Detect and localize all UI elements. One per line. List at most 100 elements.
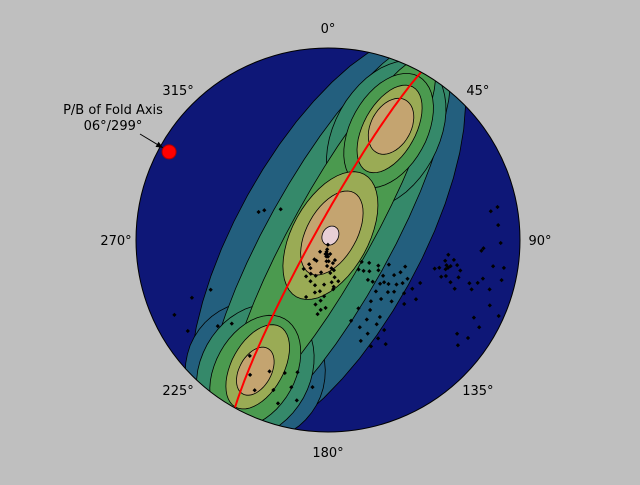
pole-point [329,280,334,285]
pole-point [267,369,272,374]
pole-point [365,331,370,336]
pole-point [318,298,323,303]
pole-point [356,267,361,272]
pole-point [317,289,323,294]
pole-point [336,279,341,284]
pole-point [386,262,392,267]
annotation-line-2: 06°/299° [84,119,143,134]
azimuth-label: 225° [162,384,193,399]
pole-point [256,209,261,215]
pole-point [443,258,448,263]
pole-point [455,343,461,348]
pole-point [325,242,331,247]
contour-lobe [321,225,340,246]
girdle-layer [233,71,422,409]
pole-point [374,322,379,327]
pole-point [317,249,323,254]
pole-point [367,260,372,266]
pole-point [172,312,177,318]
pole-point [389,299,394,304]
pole-point [185,328,190,334]
pole-point [451,257,457,263]
pole-point [189,295,195,300]
pole-point [358,338,363,344]
pole-point [323,251,328,257]
pole-point [455,262,460,268]
pole-point [469,287,474,292]
pole-point [443,273,449,279]
pole-point [401,291,407,296]
pole-point [303,274,309,279]
pole-point [378,296,384,302]
contour-level-5 [236,97,415,396]
pole-point [321,282,327,287]
pole-point [306,262,312,267]
pole-point [380,273,386,278]
pole-point [375,336,381,341]
pole-point [479,248,484,253]
pole-point [323,305,328,311]
pole-points [172,204,507,406]
pole-point [501,265,507,271]
pole-point [402,301,407,307]
pole-point [315,311,320,317]
annotation-line-1: P/B of Fold Axis [63,103,163,118]
pole-point [443,267,448,272]
azimuth-label: 0° [321,22,336,37]
pole-point [400,280,405,286]
pole-point [332,257,338,263]
pole-point [418,280,423,286]
pole-point [215,323,220,329]
azimuth-labels: 0° 45° 90° 135° 180° 225° 270° 315° [100,22,551,461]
pole-point [391,272,397,278]
pole-point [324,263,330,269]
contour-lobe [236,346,275,396]
pole-point [394,282,399,287]
pole-point [458,268,463,273]
azimuth-label: 90° [528,234,551,249]
pole-point [359,259,364,265]
pole-point [303,294,309,300]
pole-point [465,335,471,341]
pole-point [499,277,504,283]
pole-point [247,353,252,359]
pole-point [495,204,500,210]
pole-point [377,314,383,320]
pole-point [475,280,480,286]
pole-point [324,259,329,264]
azimuth-label: 270° [100,234,131,249]
pole-point [413,297,419,302]
pole-point [301,266,306,272]
pole-point [229,321,234,326]
pole-point [328,270,333,276]
pole-point [308,279,313,284]
azimuth-label: 180° [312,446,343,461]
pole-point [330,260,336,266]
pole-point [208,287,213,292]
pole-point [370,279,375,284]
azimuth-label: 315° [162,84,193,99]
girdle-great-circle [233,71,422,409]
pole-point [278,207,283,212]
pole-point [289,385,294,390]
pole-point [386,281,391,287]
pole-point [496,313,501,319]
pole-point [262,208,267,213]
pole-point [247,372,253,378]
pole-point [405,276,410,281]
pole-point [377,281,383,286]
pole-point [448,280,453,285]
pole-point [467,281,472,286]
pole-point [403,264,408,269]
pole-point [454,331,460,336]
pole-point [252,388,257,393]
pole-point [496,222,501,228]
pole-point [382,327,387,333]
pole-point [313,273,318,278]
pole-point [410,286,415,291]
density-contours [136,48,520,432]
pole-point [326,259,331,264]
pole-point [480,276,486,281]
